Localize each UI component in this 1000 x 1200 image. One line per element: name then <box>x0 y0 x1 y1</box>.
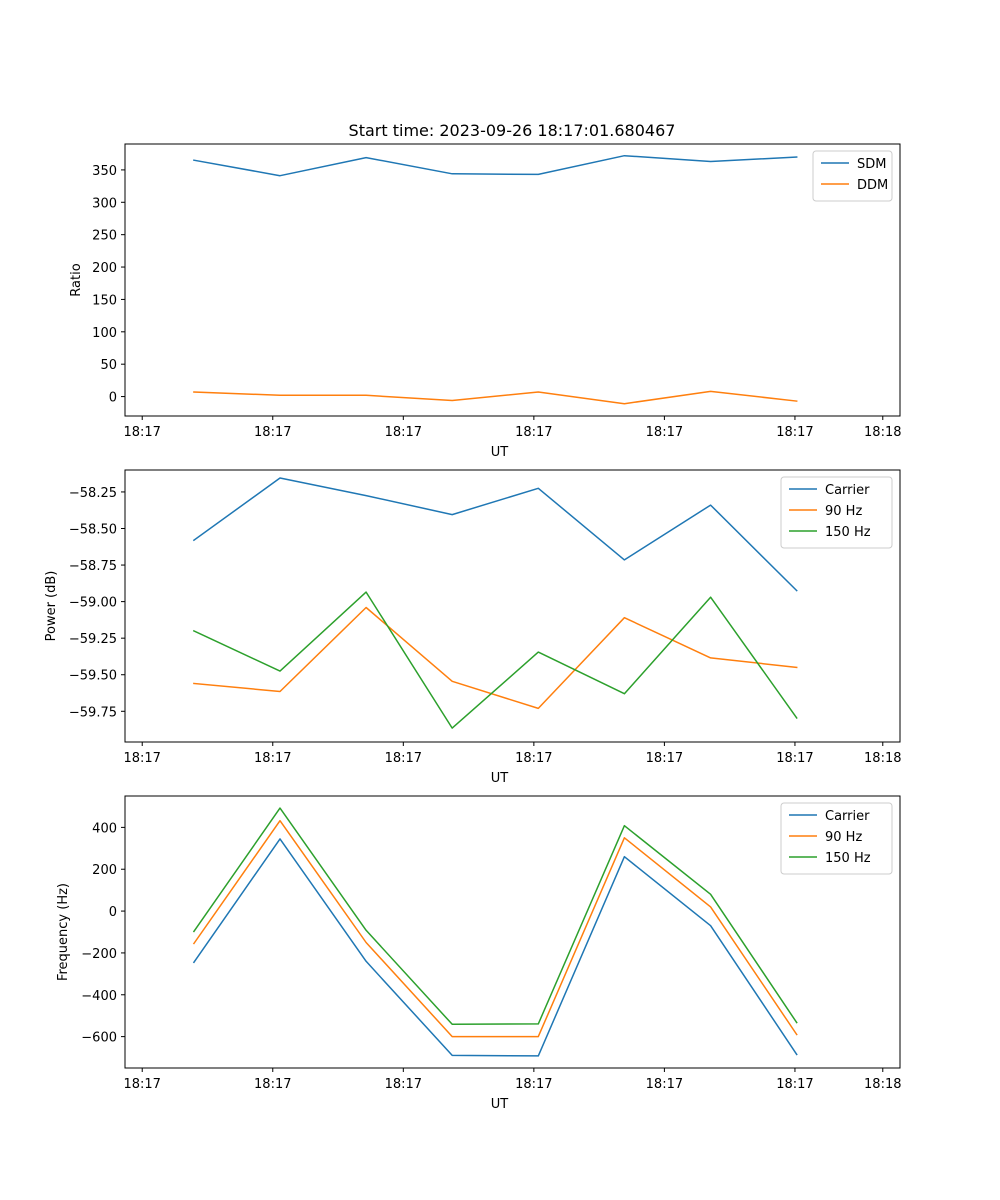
frequency-legend-label-150-hz: 150 Hz <box>825 851 871 866</box>
power-x-tick-label: 18:17 <box>123 751 160 766</box>
ratio-x-tick-label: 18:18 <box>864 425 901 440</box>
ratio-x-tick-label: 18:17 <box>776 425 813 440</box>
power-y-tick-label: −59.00 <box>69 596 117 611</box>
ratio-series-sdm-line <box>193 154 798 177</box>
ratio-panel: 18:17 18:17 18:17 18:17 18:17 18:17 18:18 0 50 10… <box>69 143 902 460</box>
power-series-carrier-line <box>192 477 798 592</box>
frequency-legend: Carrier 90 Hz 150 Hz <box>780 802 893 875</box>
frequency-x-tick-label: 18:17 <box>776 1077 813 1092</box>
power-axes-frame <box>124 469 901 743</box>
ratio-axes-frame <box>124 143 901 417</box>
chart-title: Start time: 2023-09-26 18:17:01.680467 <box>349 121 676 140</box>
power-x-tick-label: 18:17 <box>515 751 552 766</box>
ratio-legend-label-ddm: DDM <box>857 178 888 193</box>
power-x-tick-label: 18:17 <box>254 751 291 766</box>
ratio-x-tick-label: 18:17 <box>123 425 160 440</box>
frequency-y-tick-label: −400 <box>81 989 117 1004</box>
ratio-x-tick-label: 18:17 <box>254 425 291 440</box>
frequency-y-tick-label: −200 <box>81 947 117 962</box>
frequency-y-tick-label: 400 <box>92 821 117 836</box>
frequency-legend-label-90-hz: 90 Hz <box>825 830 862 845</box>
frequency-panel: 18:17 18:17 18:17 18:17 18:17 18:17 18:18 −600 −… <box>56 795 902 1112</box>
frequency-y-axis-label: Frequency (Hz) <box>56 883 71 981</box>
ratio-y-tick-label: 200 <box>92 261 117 276</box>
power-y-tick-label: −59.25 <box>69 632 117 647</box>
power-legend-label-carrier: Carrier <box>825 483 870 498</box>
power-y-tick-label: −58.50 <box>69 522 117 537</box>
frequency-axes-frame <box>124 795 901 1069</box>
ratio-y-tick-label: 50 <box>100 358 117 373</box>
ratio-x-tick-label: 18:17 <box>515 425 552 440</box>
power-x-tick-label: 18:18 <box>864 751 901 766</box>
frequency-x-tick-label: 18:17 <box>123 1077 160 1092</box>
power-x-tick-label: 18:17 <box>646 751 683 766</box>
power-y-tick-label: −59.75 <box>69 705 117 720</box>
ratio-y-tick-label: 0 <box>109 391 117 406</box>
frequency-series-150-hz-line <box>192 807 798 1026</box>
frequency-x-tick-label: 18:17 <box>646 1077 683 1092</box>
power-x-tick-label: 18:17 <box>385 751 422 766</box>
ratio-series-ddm-line <box>193 390 798 405</box>
ratio-y-tick-label: 100 <box>92 326 117 341</box>
power-panel: 18:17 18:17 18:17 18:17 18:17 18:17 18:18 −59.7… <box>44 469 902 786</box>
frequency-y-tick-label: 200 <box>92 863 117 878</box>
frequency-legend-label-carrier: Carrier <box>825 809 870 824</box>
frequency-y-tick-label: 0 <box>109 905 117 920</box>
ratio-y-tick-label: 300 <box>92 196 117 211</box>
power-y-tick-label: −59.50 <box>69 669 117 684</box>
ratio-y-tick-label: 350 <box>92 164 117 179</box>
frequency-x-tick-label: 18:18 <box>864 1077 901 1092</box>
ratio-legend: SDM DDM <box>812 150 893 202</box>
ratio-x-axis-label: UT <box>491 445 509 460</box>
frequency-series-carrier-line <box>192 838 798 1057</box>
power-x-tick-label: 18:17 <box>776 751 813 766</box>
power-y-tick-label: −58.25 <box>69 486 117 501</box>
frequency-x-tick-label: 18:17 <box>254 1077 291 1092</box>
ratio-x-tick-label: 18:17 <box>385 425 422 440</box>
power-series-90-hz-line <box>193 606 798 710</box>
ratio-y-tick-label: 150 <box>92 293 117 308</box>
frequency-x-tick-label: 18:17 <box>385 1077 422 1092</box>
power-legend-label-90-hz: 90 Hz <box>825 504 862 519</box>
frequency-x-axis-label: UT <box>491 1097 509 1112</box>
ratio-x-tick-label: 18:17 <box>646 425 683 440</box>
ratio-y-axis-label: Ratio <box>69 263 84 296</box>
power-y-axis-label: Power (dB) <box>44 571 59 642</box>
frequency-x-tick-label: 18:17 <box>515 1077 552 1092</box>
power-x-axis-label: UT <box>491 771 509 786</box>
ratio-legend-label-sdm: SDM <box>857 157 886 172</box>
power-series-150-hz-line <box>192 591 798 729</box>
power-legend-label-150-hz: 150 Hz <box>825 525 871 540</box>
frequency-y-tick-label: −600 <box>81 1031 117 1046</box>
power-y-tick-label: −58.75 <box>69 559 117 574</box>
power-legend: Carrier 90 Hz 150 Hz <box>780 476 893 549</box>
ratio-y-tick-label: 250 <box>92 229 117 244</box>
frequency-series-90-hz-line <box>192 819 798 1038</box>
